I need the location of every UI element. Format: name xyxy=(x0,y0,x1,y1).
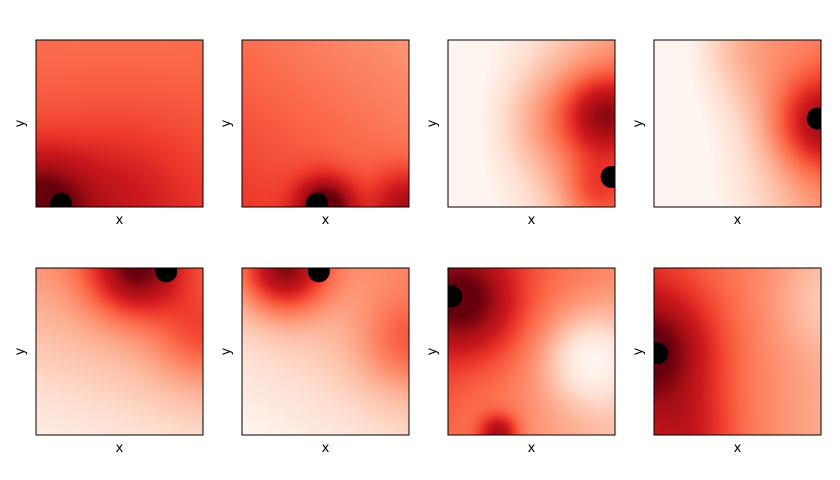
heatmap-image xyxy=(654,40,821,207)
x-axis-label: x xyxy=(734,213,742,228)
axes-frame xyxy=(35,267,204,436)
y-axis-label: y xyxy=(425,119,440,127)
heatmap-panel-4: xy xyxy=(631,39,822,228)
axes-frame xyxy=(447,39,616,208)
heatmap-image xyxy=(242,268,409,435)
position-marker xyxy=(654,342,669,365)
x-axis-label: x xyxy=(734,441,742,456)
x-axis-label: x xyxy=(528,441,536,456)
position-marker xyxy=(306,192,329,207)
heatmap-image xyxy=(654,268,821,435)
position-marker xyxy=(600,165,615,188)
y-axis-label: y xyxy=(631,119,646,127)
heatmap-image xyxy=(36,268,203,435)
position-marker xyxy=(448,285,463,308)
heatmap-panel-6: xy xyxy=(219,267,410,456)
y-axis-label: y xyxy=(425,347,440,355)
x-axis-label: x xyxy=(528,213,536,228)
axes-frame xyxy=(35,39,204,208)
heatmap-image xyxy=(448,40,615,207)
heatmap-image xyxy=(36,40,203,207)
x-axis-label: x xyxy=(322,213,330,228)
y-axis-label: y xyxy=(13,119,28,127)
heatmap-image xyxy=(242,40,409,207)
y-axis-label: y xyxy=(13,347,28,355)
y-axis-label: y xyxy=(219,347,234,355)
heatmap-image xyxy=(448,268,615,435)
x-axis-label: x xyxy=(116,441,124,456)
y-axis-label: y xyxy=(219,119,234,127)
heatmap-panel-5: xy xyxy=(13,267,204,456)
position-marker xyxy=(307,268,330,283)
position-marker xyxy=(806,107,821,130)
heatmap-panel-2: xy xyxy=(219,39,410,228)
heatmap-panel-7: xy xyxy=(425,267,616,456)
axes-frame xyxy=(447,267,616,436)
heatmap-panel-3: xy xyxy=(425,39,616,228)
x-axis-label: x xyxy=(116,213,124,228)
x-axis-label: x xyxy=(322,441,330,456)
y-axis-label: y xyxy=(631,347,646,355)
position-marker xyxy=(50,192,73,207)
heatmap-panel-8: xy xyxy=(631,267,822,456)
heatmap-panel-1: xy xyxy=(13,39,204,228)
position-marker xyxy=(155,268,178,283)
